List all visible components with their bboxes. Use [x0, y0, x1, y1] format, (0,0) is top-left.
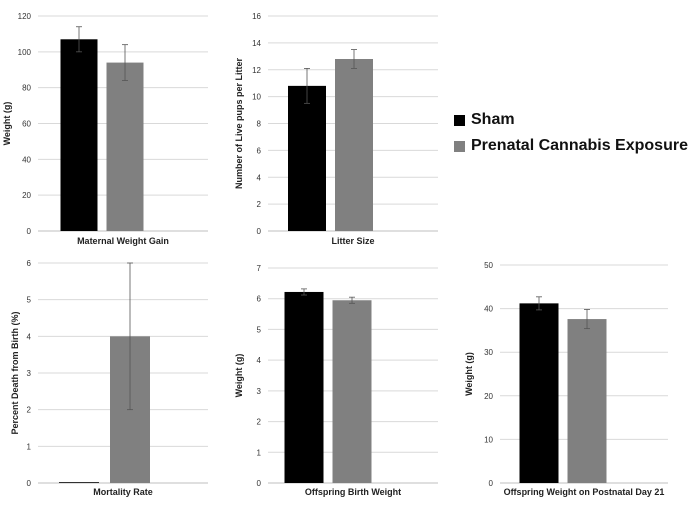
y-tick-label-4-5: 50	[484, 261, 493, 270]
x-axis-label-1: Litter Size	[331, 236, 374, 246]
y-tick-label-3-5: 5	[257, 325, 262, 334]
legend-label-sham: Sham	[471, 111, 515, 128]
y-tick-label-0-2: 40	[22, 155, 31, 164]
y-tick-label-0-1: 20	[22, 191, 31, 200]
y-tick-label-4-2: 20	[484, 392, 493, 401]
legend-item-sham: Sham	[454, 108, 688, 132]
legend: Sham Prenatal Cannabis Exposure	[454, 108, 688, 160]
y-tick-label-3-3: 3	[257, 387, 262, 396]
y-tick-label-0-5: 100	[18, 48, 32, 57]
y-tick-label-1-3: 6	[257, 146, 262, 155]
y-tick-label-0-0: 0	[27, 227, 32, 236]
y-tick-label-1-1: 2	[257, 200, 262, 209]
y-tick-label-4-0: 0	[489, 479, 494, 488]
y-tick-label-1-0: 0	[257, 227, 262, 236]
y-axis-label-3: Weight (g)	[234, 354, 244, 398]
bar-0-1	[106, 62, 144, 232]
y-tick-label-1-6: 12	[252, 66, 261, 75]
y-axis-label-4: Weight (g)	[464, 352, 474, 396]
y-tick-label-4-1: 10	[484, 435, 493, 444]
y-tick-label-3-1: 1	[257, 448, 262, 457]
bar-1-1	[335, 59, 373, 231]
y-tick-label-2-5: 5	[27, 296, 32, 305]
legend-swatch-pce	[454, 140, 465, 152]
x-axis-label-2: Mortality Rate	[93, 487, 153, 497]
y-tick-label-1-7: 14	[252, 39, 261, 48]
y-tick-label-3-4: 4	[257, 356, 262, 365]
y-tick-label-1-2: 4	[257, 173, 262, 182]
x-axis-label-0: Maternal Weight Gain	[77, 236, 169, 246]
bar-2-0	[59, 482, 99, 483]
y-tick-label-1-4: 8	[257, 120, 262, 129]
bar-1-0	[288, 85, 326, 231]
y-tick-label-0-4: 80	[22, 84, 31, 93]
y-tick-label-3-2: 2	[257, 418, 262, 427]
bar-3-0	[284, 291, 324, 483]
bar-4-0	[519, 303, 559, 483]
y-axis-label-2: Percent Death from Birth (%)	[10, 311, 20, 434]
legend-swatch-sham	[454, 114, 465, 126]
bar-4-1	[567, 319, 607, 483]
y-tick-label-2-6: 6	[27, 259, 32, 268]
x-axis-label-3: Offspring Birth Weight	[305, 487, 401, 497]
y-tick-label-0-6: 120	[18, 12, 32, 21]
y-tick-label-2-3: 3	[27, 369, 32, 378]
y-tick-label-4-4: 40	[484, 305, 493, 314]
y-tick-label-4-3: 30	[484, 348, 493, 357]
y-tick-label-1-5: 10	[252, 93, 261, 102]
legend-label-pce: Prenatal Cannabis Exposure	[471, 137, 688, 154]
y-tick-label-2-2: 2	[27, 406, 32, 415]
y-tick-label-0-3: 60	[22, 120, 31, 129]
legend-item-pce: Prenatal Cannabis Exposure	[454, 134, 688, 158]
y-tick-label-3-7: 7	[257, 264, 262, 273]
y-axis-label-1: Number of Live pups per Litter	[234, 57, 244, 189]
y-axis-label-0: Weight (g)	[2, 102, 12, 146]
bar-0-0	[60, 39, 98, 231]
y-tick-label-1-8: 16	[252, 12, 261, 21]
y-tick-label-3-0: 0	[257, 479, 262, 488]
y-tick-label-3-6: 6	[257, 295, 262, 304]
x-axis-label-4: Offspring Weight on Postnatal Day 21	[504, 487, 665, 497]
y-tick-label-2-4: 4	[27, 332, 32, 341]
bar-3-1	[332, 300, 372, 483]
y-tick-label-2-0: 0	[27, 479, 32, 488]
y-tick-label-2-1: 1	[27, 442, 32, 451]
